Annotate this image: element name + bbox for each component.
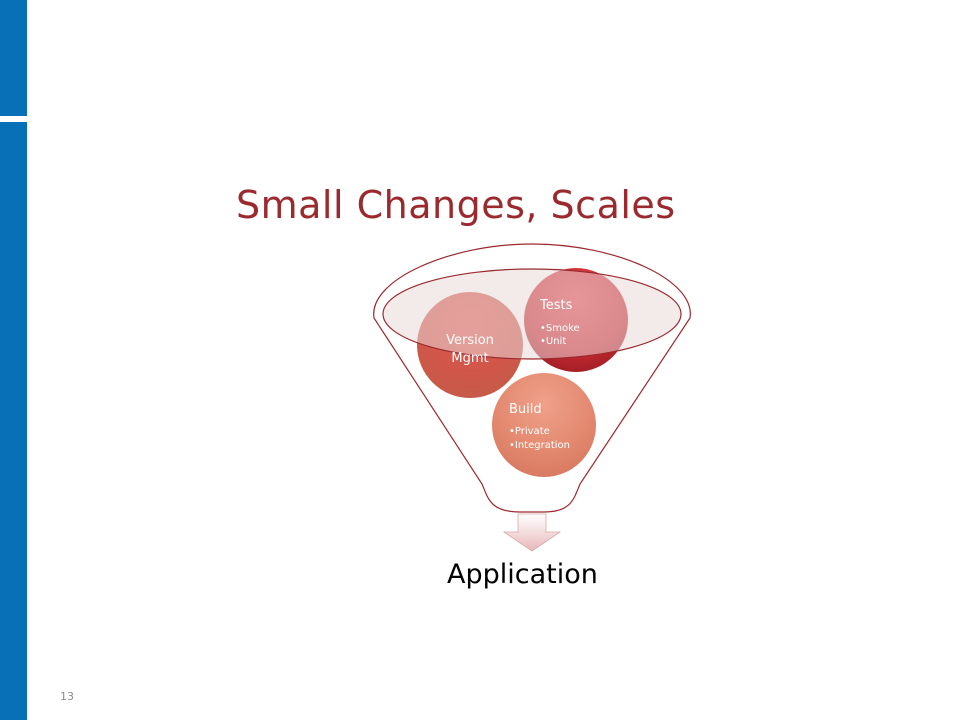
build-label: Build: [509, 402, 542, 417]
tests-label: Tests: [539, 298, 573, 313]
tests-bullet-smoke: •Smoke: [540, 323, 580, 334]
down-arrow-icon: [502, 513, 562, 552]
version-mgmt-label-line1: Version: [446, 333, 494, 348]
funnel-result-label: Application: [447, 559, 598, 590]
slide-title: Small Changes, Scales: [236, 183, 676, 227]
version-mgmt-label-line2: Mgmt: [451, 351, 488, 366]
build-bullet-private: •Private: [509, 426, 550, 437]
accent-bar-side: [0, 122, 27, 720]
build-ball: [492, 373, 596, 477]
build-bullet-integration: •Integration: [509, 440, 570, 451]
funnel-rim: [382, 268, 682, 360]
accent-bar-top: [0, 0, 27, 116]
page-number: 13: [60, 690, 74, 703]
tests-bullet-unit: •Unit: [540, 336, 566, 347]
